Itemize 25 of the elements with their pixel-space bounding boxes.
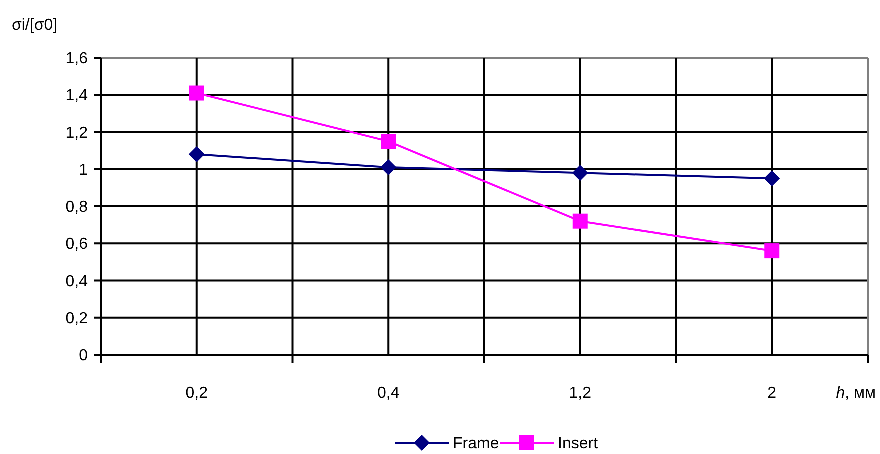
- point: [189, 86, 204, 101]
- y-tick-label: 0,8: [66, 199, 88, 216]
- y-tick-label: 0,2: [66, 310, 88, 328]
- y-axis-title: σi/[σ0]: [12, 17, 58, 34]
- legend-label: Frame: [453, 436, 500, 453]
- point: [188, 146, 205, 163]
- y-tick-label: 0: [79, 348, 88, 365]
- legend-label: Insert: [558, 436, 599, 453]
- y-tick-label: 1: [79, 162, 88, 179]
- point: [572, 165, 588, 182]
- x-tick-label: 0,4: [378, 385, 400, 402]
- x-tick-label: 0,2: [186, 385, 208, 402]
- y-tick-label: 1,4: [66, 88, 88, 105]
- x-tick-label: 1,2: [569, 385, 592, 402]
- y-tick-label: 1,6: [66, 50, 88, 68]
- x-axis-title: h, мм: [836, 385, 876, 402]
- y-tick-label: 1,2: [66, 124, 88, 142]
- point: [764, 170, 780, 187]
- x-tick-label: 2: [768, 385, 777, 402]
- point: [572, 214, 588, 229]
- point: [381, 134, 396, 150]
- y-tick-label: 0,6: [66, 236, 88, 254]
- y-tick-label: 0,4: [66, 273, 88, 290]
- point: [764, 244, 780, 259]
- point: [380, 160, 397, 176]
